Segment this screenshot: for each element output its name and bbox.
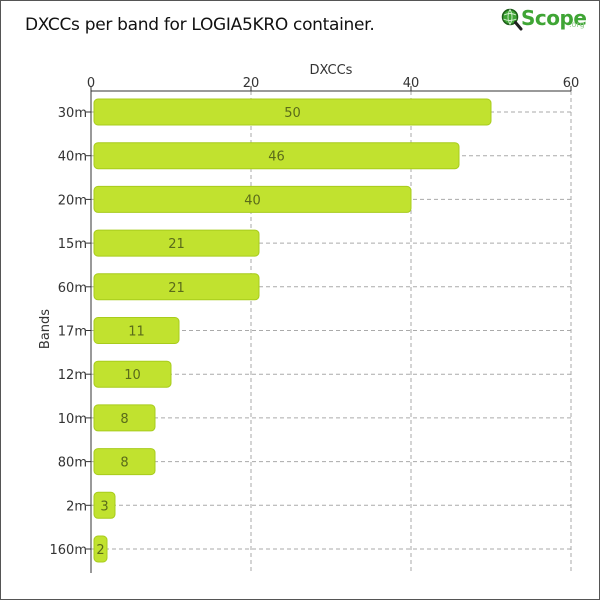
bar-value-label: 11 [128, 325, 145, 340]
category-label: 60m [58, 281, 87, 296]
bar-value-label: 8 [120, 412, 128, 427]
category-label: 80m [58, 456, 87, 471]
bar-value-label: 3 [100, 499, 108, 514]
bar-value-label: 2 [96, 543, 104, 558]
bar [93, 142, 460, 170]
qrzscope-logo: Scope .org [501, 5, 589, 35]
bar [93, 185, 412, 213]
bar [93, 535, 108, 563]
category-label: 10m [58, 412, 87, 427]
bar [93, 404, 156, 432]
logo-suffix: .org [569, 20, 585, 29]
category-label: 12m [58, 368, 87, 383]
bar-value-label: 21 [168, 237, 185, 252]
x-tick-label: 0 [87, 76, 95, 91]
magnifier-globe-icon [501, 8, 523, 31]
category-label: 30m [58, 106, 87, 121]
bar [93, 317, 180, 344]
bar [93, 273, 260, 301]
logo-word: Scope [521, 6, 587, 30]
x-axis-label: DXCCs [310, 63, 353, 78]
bar-value-label: 8 [120, 456, 128, 471]
bar-value-label: 50 [284, 106, 301, 121]
bar [93, 98, 492, 126]
x-tick-label: 60 [563, 76, 580, 91]
category-label: 20m [58, 193, 87, 208]
chart-title: DXCCs per band for LOGIA5KRO container. [25, 15, 375, 35]
y-axis-label: Bands [38, 309, 53, 349]
category-label: 15m [58, 237, 87, 252]
bar-value-label: 10 [124, 368, 141, 383]
bar [93, 229, 260, 257]
category-label: 160m [50, 543, 87, 558]
bar [93, 491, 116, 519]
bar-value-label: 46 [268, 150, 285, 165]
bars: 50 46 40 21 21 11 10 8 8 3 2 [93, 98, 492, 563]
category-label: 17m [58, 325, 87, 340]
bar [93, 360, 172, 388]
x-tick-label: 40 [403, 76, 420, 91]
bar-value-label: 40 [244, 193, 261, 208]
axes: 0 20 40 60 30m 40m 20m 15m 60m 17m 12m 10m 80m 2m 160m [50, 76, 580, 573]
category-label: 2m [66, 499, 87, 514]
x-tick-label: 20 [243, 76, 260, 91]
category-label: 40m [58, 150, 87, 165]
bar-value-label: 21 [168, 281, 185, 296]
bar [93, 448, 156, 476]
